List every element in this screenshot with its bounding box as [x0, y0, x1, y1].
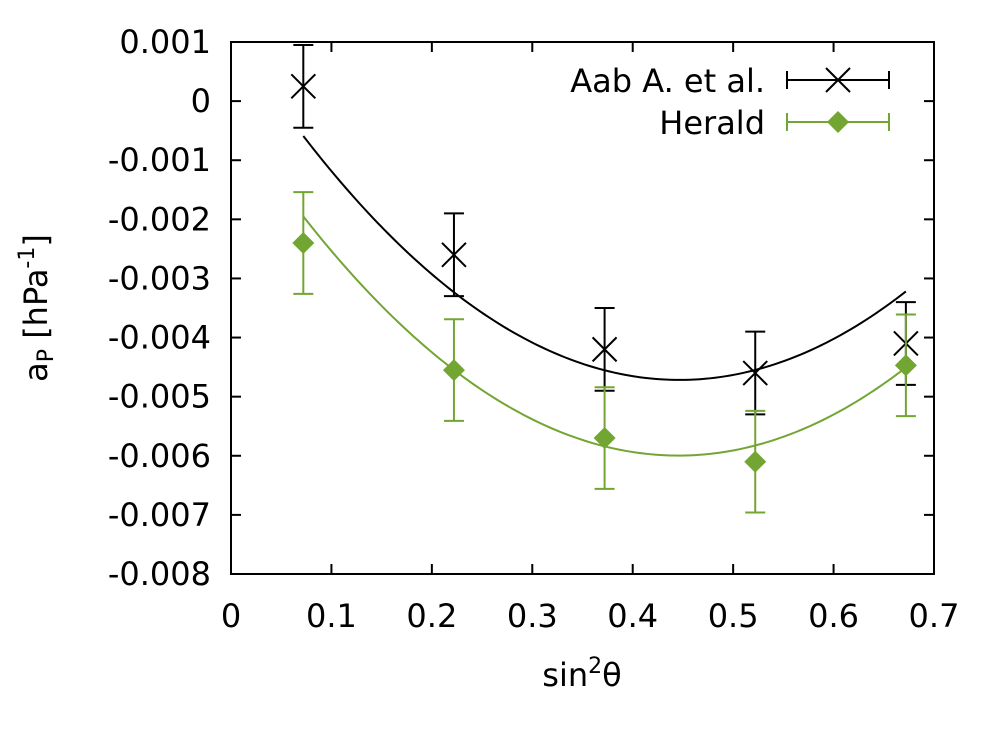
series-layer — [290, 43, 919, 514]
y-axis-label: aP [hPa-1] — [15, 234, 59, 382]
legend-marker — [827, 111, 849, 133]
legend-label-aab: Aab A. et al. — [570, 62, 765, 100]
series-herald — [292, 191, 917, 514]
data-point — [593, 427, 616, 450]
x-tick-label: 0.7 — [909, 597, 960, 635]
x-tick-label: 0.3 — [507, 597, 558, 635]
x-tick-label: 0.5 — [708, 597, 759, 635]
data-point — [744, 450, 767, 473]
marker-stroke — [591, 336, 618, 363]
legend-sample-aab — [786, 67, 890, 93]
data-point — [442, 359, 465, 382]
series-aab — [290, 43, 919, 416]
y-tick-label: -0.006 — [108, 437, 211, 475]
x-tick-label: 0.2 — [406, 597, 457, 635]
y-tick-label: -0.002 — [108, 200, 211, 238]
legend-sample-herald — [786, 111, 890, 133]
y-tick-labels: 0.001 0 -0.001 -0.002 -0.003 -0.004 -0.005 -0.0… — [108, 23, 211, 593]
y-tick-label: -0.008 — [108, 555, 211, 593]
x-tick-labels: 0 0.1 0.2 0.3 0.4 0.5 0.6 0.7 — [221, 597, 960, 635]
marker-stroke — [825, 67, 851, 93]
x-tick-label: 0.1 — [306, 597, 357, 635]
y-tick-label: 0.001 — [119, 23, 211, 61]
data-point — [894, 354, 917, 377]
x-tick-label: 0.6 — [808, 597, 859, 635]
legend-entry-aab: Aab A. et al. — [570, 62, 890, 100]
x-axis-label: sin2θ — [542, 654, 621, 694]
marker-stroke — [290, 73, 317, 100]
legend-label-herald: Herald — [659, 104, 765, 142]
data-point — [441, 242, 467, 268]
legend-marker — [825, 67, 851, 93]
y-tick-label: -0.001 — [108, 141, 211, 179]
y-tick-label: -0.005 — [108, 378, 211, 416]
y-tick-label: -0.004 — [108, 319, 211, 357]
marker-stroke — [441, 242, 467, 268]
y-tick-label: 0 — [191, 82, 211, 120]
y-tick-label: -0.007 — [108, 496, 211, 534]
plot-frame — [230, 41, 935, 575]
data-point — [742, 360, 768, 386]
data-point — [591, 336, 618, 363]
legend-entry-herald: Herald — [659, 104, 890, 142]
x-tick-label: 0.4 — [607, 597, 658, 635]
data-point — [292, 231, 315, 254]
legend: Aab A. et al. Herald — [570, 62, 890, 142]
marker-stroke — [742, 360, 768, 386]
data-point — [290, 73, 317, 100]
x-tick-label: 0 — [221, 597, 241, 635]
y-tick-label: -0.003 — [108, 259, 211, 297]
